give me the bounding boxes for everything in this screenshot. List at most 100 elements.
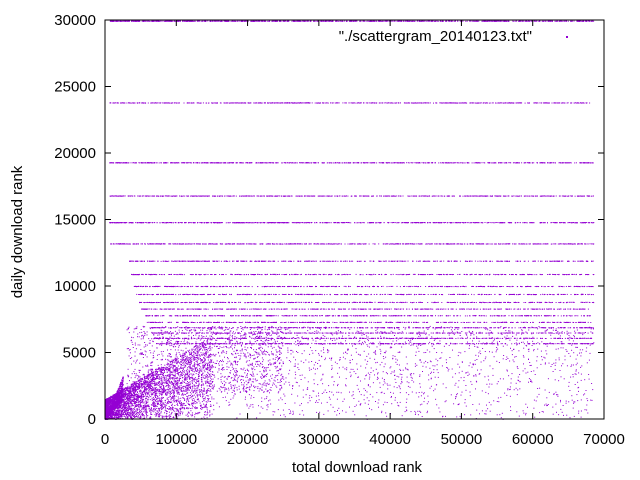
data-point <box>406 102 407 104</box>
data-point <box>301 195 303 197</box>
data-point <box>489 20 490 22</box>
data-point <box>427 243 429 245</box>
data-point <box>398 243 400 245</box>
data-point <box>525 162 527 164</box>
data-point <box>264 162 266 164</box>
data-point <box>470 243 472 245</box>
data-point <box>329 195 331 197</box>
data-point <box>495 102 496 104</box>
data-point <box>245 243 247 245</box>
data-point <box>436 102 438 104</box>
data-point <box>563 20 565 22</box>
data-point <box>133 20 134 22</box>
data-point <box>257 260 259 262</box>
data-point <box>570 195 572 197</box>
data-point <box>332 20 334 22</box>
data-point <box>433 102 434 104</box>
data-point <box>293 260 295 262</box>
data-point <box>436 243 438 245</box>
data-point <box>271 20 273 22</box>
data-point <box>241 222 243 224</box>
data-point <box>160 243 161 245</box>
data-point <box>333 243 335 245</box>
data-point <box>183 195 185 197</box>
data-point <box>130 195 132 197</box>
data-point <box>346 20 348 22</box>
data-point <box>402 162 404 164</box>
data-point <box>308 162 310 164</box>
data-point <box>429 260 431 262</box>
data-point <box>231 162 233 164</box>
data-point <box>273 102 275 104</box>
data-point <box>255 222 257 224</box>
data-point <box>201 195 203 197</box>
data-point <box>283 222 285 224</box>
data-point <box>545 20 546 22</box>
data-point <box>228 243 230 245</box>
data-point <box>374 243 376 245</box>
data-point <box>448 222 450 224</box>
data-point <box>574 222 576 224</box>
data-point <box>305 274 306 276</box>
data-point <box>358 222 360 224</box>
data-point <box>537 243 539 245</box>
data-point <box>365 102 367 104</box>
data-point <box>574 260 576 262</box>
data-point <box>396 243 398 245</box>
data-point <box>455 162 457 164</box>
data-point <box>284 162 286 164</box>
data-point <box>474 102 476 104</box>
data-point <box>221 162 223 164</box>
data-point <box>397 162 399 164</box>
data-point <box>456 260 458 262</box>
data-point <box>545 260 546 262</box>
data-point <box>206 260 208 262</box>
data-point <box>397 102 399 104</box>
data-point <box>475 20 477 22</box>
data-point <box>518 195 520 197</box>
data-point <box>299 102 301 104</box>
data-point <box>577 195 579 197</box>
data-point <box>136 102 138 104</box>
data-point <box>424 162 426 164</box>
data-point <box>158 243 160 245</box>
data-point <box>585 20 587 22</box>
data-point <box>508 195 510 197</box>
data-point <box>403 20 405 22</box>
data-point <box>373 20 375 22</box>
data-point <box>301 162 303 164</box>
data-point <box>567 195 569 197</box>
data-point <box>487 162 489 164</box>
data-point <box>554 222 556 224</box>
data-point <box>391 195 393 197</box>
data-point <box>297 222 299 223</box>
data-point <box>398 20 399 22</box>
data-point <box>379 195 381 197</box>
data-point <box>556 222 557 224</box>
data-point <box>214 162 215 164</box>
data-point <box>152 102 154 104</box>
data-point <box>505 162 507 164</box>
data-point <box>529 243 531 245</box>
data-point <box>391 20 393 22</box>
data-point <box>281 243 283 245</box>
data-point <box>454 102 456 104</box>
data-point <box>131 222 133 224</box>
data-point <box>573 20 575 22</box>
data-point <box>216 102 218 104</box>
data-point <box>163 260 165 262</box>
data-point <box>399 260 401 262</box>
data-point <box>413 222 415 224</box>
data-point <box>210 274 212 275</box>
data-point <box>270 195 272 197</box>
data-point <box>391 222 393 224</box>
data-point <box>429 162 431 164</box>
data-point <box>167 20 169 22</box>
data-point <box>382 20 384 22</box>
data-point <box>464 243 466 245</box>
data-point <box>305 102 307 104</box>
data-point <box>319 195 321 197</box>
data-point <box>441 222 443 224</box>
data-point <box>300 195 302 197</box>
data-point <box>442 20 444 22</box>
